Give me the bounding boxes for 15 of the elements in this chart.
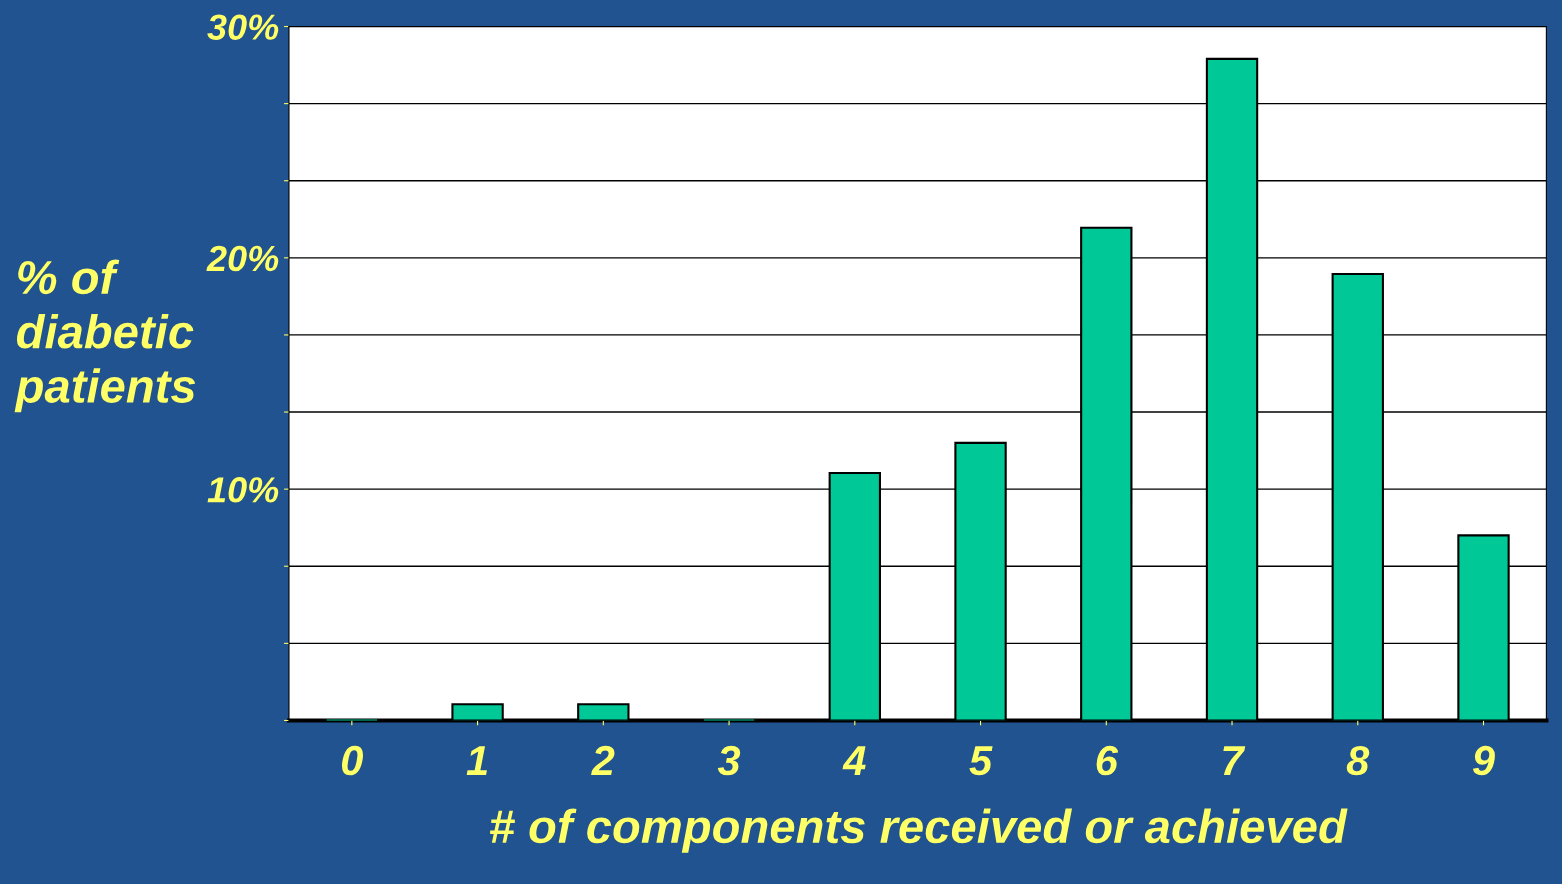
y-axis-title: % of diabetic patients	[14, 259, 196, 413]
x-tick-label: 6	[1096, 745, 1119, 776]
x-tick-label: 7	[1223, 746, 1246, 775]
x-tick-label: 3	[717, 745, 741, 776]
x-tick-label: 8	[1346, 745, 1370, 776]
x-tick-label: 0	[341, 745, 364, 776]
x-tick-label: 2	[591, 745, 615, 775]
x-tick-label: 4	[842, 746, 866, 775]
x-tick-label: 9	[1472, 745, 1495, 776]
y-tick-label: 30%	[207, 14, 279, 40]
y-tick-label: 20%	[206, 245, 279, 272]
x-axis-title: # of components received or achieved	[490, 808, 1348, 853]
y-tick-label: 10%	[207, 477, 279, 503]
x-tick-label: 5	[969, 746, 993, 776]
x-tick-label: 1	[466, 746, 487, 775]
